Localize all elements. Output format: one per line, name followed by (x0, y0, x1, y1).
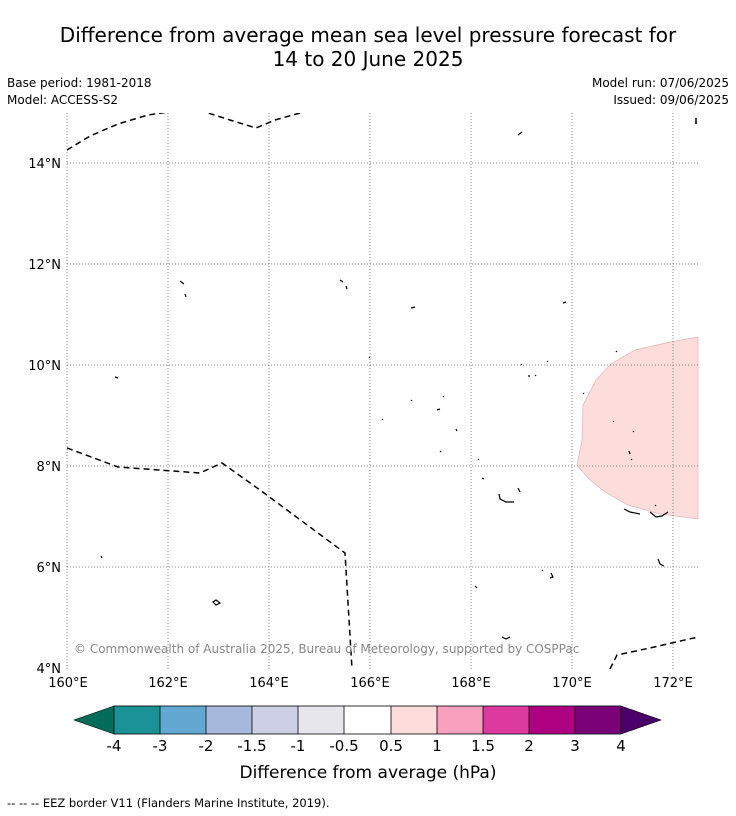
model-label: Model: ACCESS-S2 (7, 93, 119, 107)
colorbar-tick-label: -2 (199, 737, 214, 755)
colorbar-tick-label: 0.5 (379, 737, 403, 755)
x-tick-label: 166°E (350, 676, 390, 691)
y-tick-label: 4°N (37, 662, 62, 677)
x-tick-label: 160°E (48, 676, 88, 691)
colorbar-tick-label: 2 (524, 737, 534, 755)
colorbar-segment (114, 706, 160, 734)
islands (100, 131, 669, 640)
colorbar-segment (391, 706, 437, 734)
x-tick-label: 162°E (148, 676, 188, 691)
anomaly-region-0.5-1hPa (576, 336, 699, 520)
y-tick-label: 12°N (28, 258, 61, 273)
map-area: © Commonwealth of Australia 2025, Bureau… (66, 113, 699, 669)
eez-borders (67, 113, 698, 669)
colorbar-tick-label: 3 (570, 737, 580, 755)
copyright-notice: © Commonwealth of Australia 2025, Bureau… (74, 642, 579, 656)
colorbar-segment (437, 706, 483, 734)
colorbar-tick-label: -1 (291, 737, 306, 755)
colorbar-tick-label: -3 (153, 737, 168, 755)
colorbar-segment (575, 706, 621, 734)
chart-title-line-2: 14 to 20 June 2025 (272, 47, 464, 71)
colorbar-low-extend (73, 705, 115, 735)
colorbar-tick-label: -1.5 (237, 737, 266, 755)
issued-label: Issued: 09/06/2025 (613, 93, 729, 107)
colorbar: -4 -3 -2 -1.5 -1 -0.5 0.5 1 1.5 2 3 4 Di… (73, 705, 662, 783)
colorbar-high-extend (620, 705, 662, 735)
colorbar-segment (206, 706, 252, 734)
colorbar-tick-label: 4 (616, 737, 626, 755)
colorbar-segment (252, 706, 298, 734)
model-run-label: Model run: 07/06/2025 (591, 76, 729, 90)
colorbar-segment (483, 706, 529, 734)
chart-title-line-1: Difference from average mean sea level p… (59, 23, 677, 47)
horizontal-gridlines (67, 162, 698, 568)
colorbar-segment (529, 706, 575, 734)
y-tick-label: 10°N (28, 359, 61, 374)
x-tick-label: 164°E (249, 676, 289, 691)
x-tick-label: 170°E (552, 676, 592, 691)
colorbar-segment (298, 706, 344, 734)
colorbar-tick-label: -4 (107, 737, 122, 755)
y-tick-label: 6°N (37, 561, 62, 576)
colorbar-tick-label: 1 (432, 737, 442, 755)
colorbar-segment (160, 706, 206, 734)
x-tick-label: 172°E (653, 676, 693, 691)
colorbar-segment (344, 706, 391, 734)
colorbar-tick-label: 1.5 (471, 737, 495, 755)
base-period-label: Base period: 1981-2018 (7, 76, 152, 90)
colorbar-tick-label: -0.5 (329, 737, 358, 755)
eez-border-legend: -- -- -- EEZ border V11 (Flanders Marine… (7, 796, 330, 810)
x-tick-label: 168°E (451, 676, 491, 691)
colorbar-label: Difference from average (hPa) (240, 763, 497, 783)
y-tick-label: 14°N (28, 157, 61, 172)
y-tick-label: 8°N (37, 460, 62, 475)
